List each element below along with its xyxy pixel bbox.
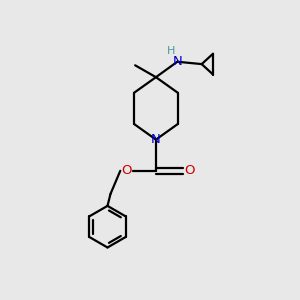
Text: H: H (167, 46, 175, 56)
Text: O: O (184, 164, 194, 177)
Text: N: N (172, 55, 182, 68)
Text: N: N (151, 133, 161, 146)
Text: O: O (121, 164, 131, 177)
